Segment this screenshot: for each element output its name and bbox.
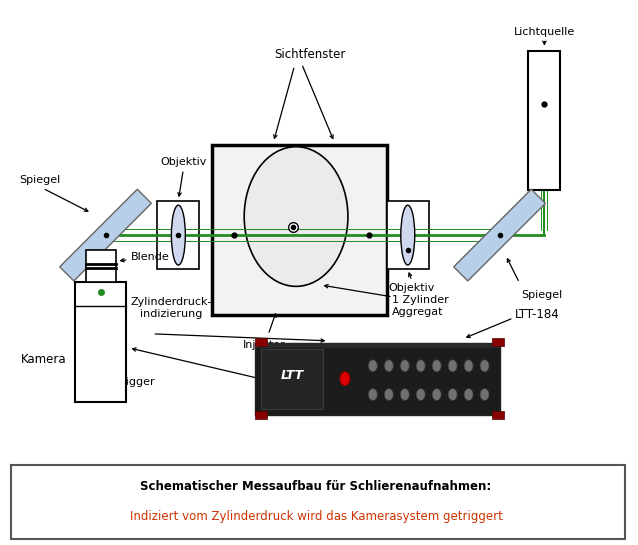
Ellipse shape [448,360,457,372]
Ellipse shape [384,360,393,372]
Bar [255,343,500,415]
Bar [158,201,199,269]
Bar [255,338,267,346]
Ellipse shape [384,389,393,401]
Bar [491,410,503,419]
Text: Schematischer Messaufbau für Schlierenaufnahmen:: Schematischer Messaufbau für Schlierenau… [140,481,492,493]
Text: Injektor: Injektor [243,340,286,350]
Polygon shape [454,189,545,281]
Ellipse shape [416,389,426,401]
Text: LTT-184: LTT-184 [514,308,560,322]
Text: Lichtquelle: Lichtquelle [514,27,575,37]
Ellipse shape [340,372,350,386]
Ellipse shape [464,389,473,401]
Bar [255,410,267,419]
Bar [261,349,323,409]
Text: Spiegel: Spiegel [521,290,563,300]
Bar [387,201,429,269]
Bar [75,282,126,402]
Bar [255,343,500,348]
Ellipse shape [368,360,377,372]
Bar [212,146,387,315]
Text: Sichtfenster: Sichtfenster [274,47,345,60]
Text: Objektiv: Objektiv [389,283,435,293]
Text: Kamera: Kamera [21,353,66,366]
Ellipse shape [368,389,377,401]
Ellipse shape [432,389,441,401]
Text: Objektiv: Objektiv [160,158,207,167]
Ellipse shape [416,360,426,372]
Text: Spiegel: Spiegel [19,175,60,185]
Ellipse shape [400,389,409,401]
Ellipse shape [400,360,409,372]
Ellipse shape [464,360,473,372]
Ellipse shape [401,205,415,265]
Bar [11,464,625,540]
Ellipse shape [432,360,441,372]
Ellipse shape [244,147,348,286]
Ellipse shape [480,360,489,372]
Text: LTT: LTT [281,369,304,382]
Bar [85,250,115,282]
Bar [528,51,560,190]
Ellipse shape [480,389,489,401]
Text: Blende: Blende [131,252,169,262]
Polygon shape [60,189,151,281]
Ellipse shape [448,389,457,401]
Text: Trigger: Trigger [115,377,154,387]
Bar [491,338,503,346]
Text: Indiziert vom Zylinderdruck wird das Kamerasystem getriggert: Indiziert vom Zylinderdruck wird das Kam… [130,510,503,523]
Text: 1 Zylinder
Aggregat: 1 Zylinder Aggregat [392,295,449,317]
Ellipse shape [172,205,186,265]
Text: Zylinderdruck-
indizierung: Zylinderdruck- indizierung [131,297,212,318]
